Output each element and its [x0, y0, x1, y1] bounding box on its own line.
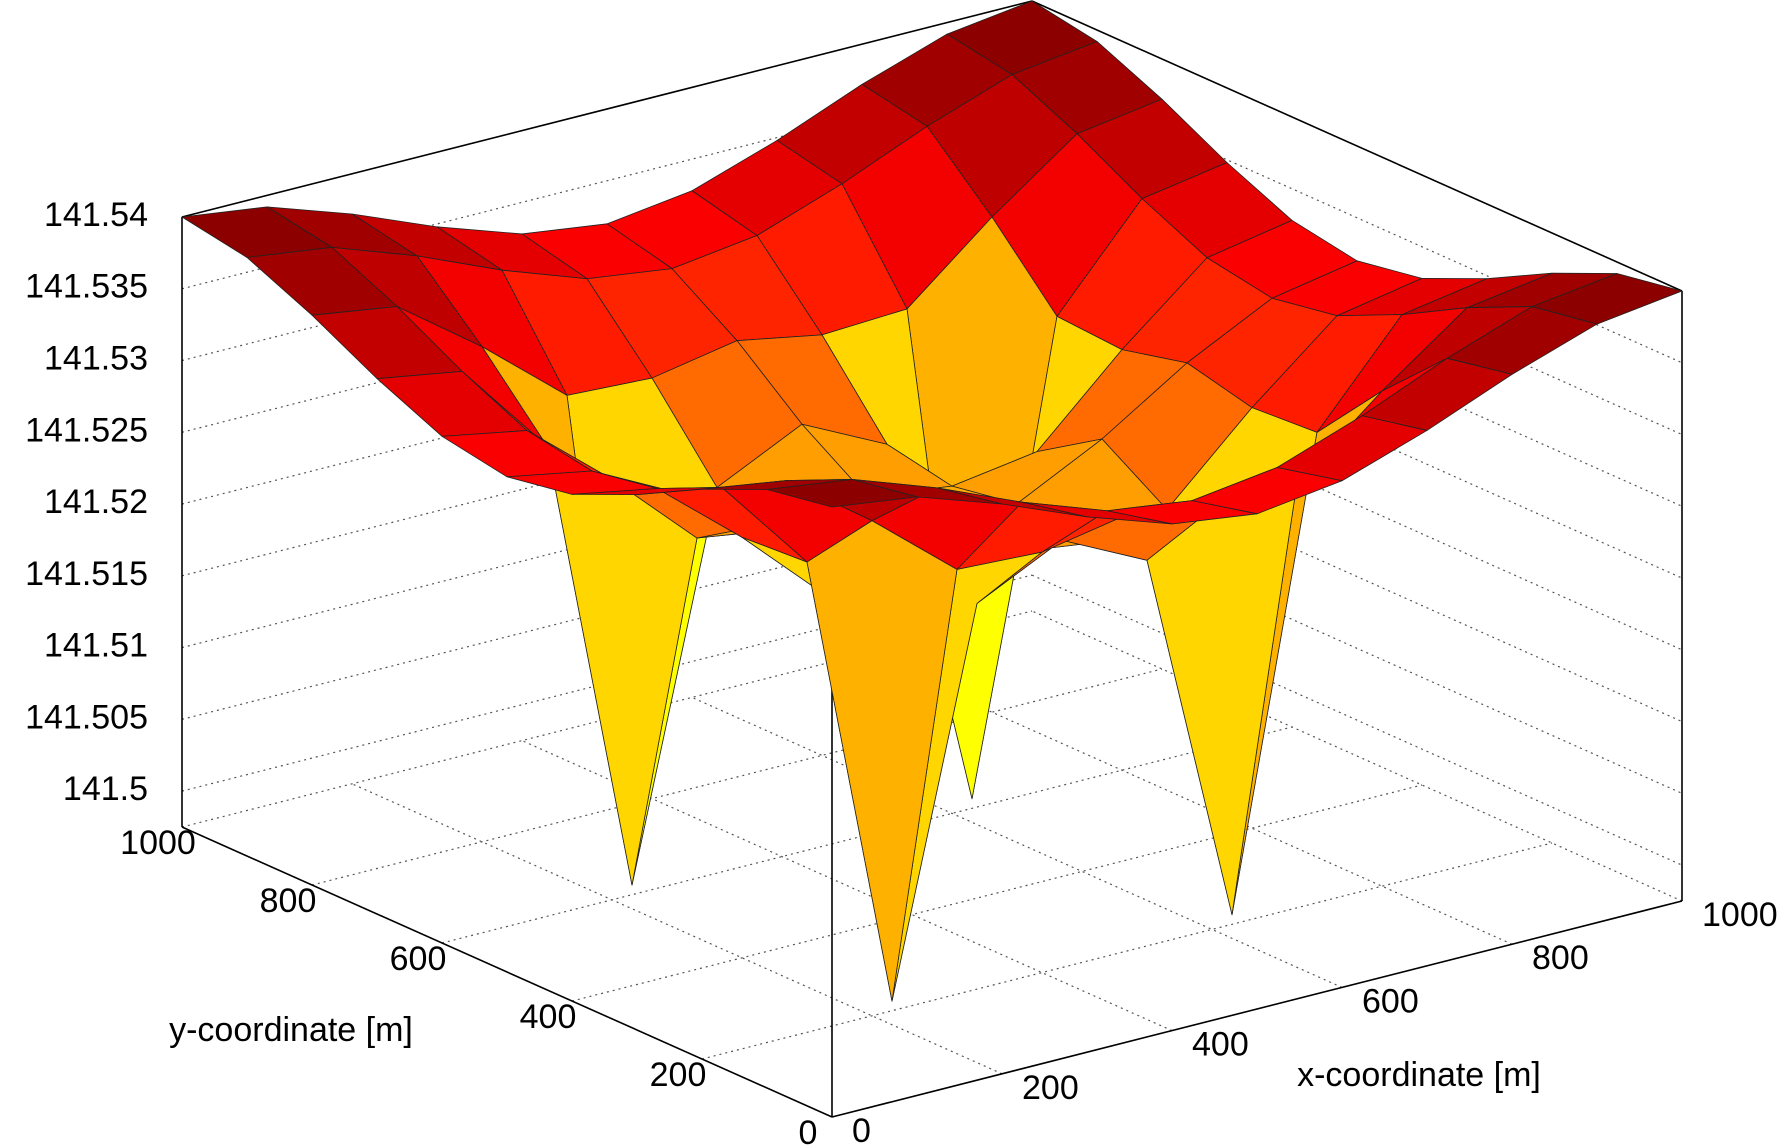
surface-cell: [1146, 482, 1298, 916]
axis-box-edge: [1031, 0, 1683, 292]
x-grid-line: [351, 783, 1003, 1075]
y-tick-label: 800: [260, 882, 317, 920]
z-grid-line: [181, 72, 1033, 290]
y-grid-line: [311, 668, 1163, 886]
surface-cell: [766, 478, 918, 508]
z-grid-line: [1031, 72, 1683, 364]
z-grid-line: [1031, 574, 1683, 866]
z-tick-label: 141.53: [44, 340, 148, 378]
z-tick-label: 141.5: [63, 770, 148, 808]
z-tick-label: 141.52: [44, 483, 148, 521]
y-tick-label: 200: [650, 1056, 707, 1094]
y-tick-label: 0: [799, 1114, 818, 1147]
y-grid-line: [701, 842, 1553, 1060]
axis-box-edge: [181, 0, 1033, 218]
x-tick-label: 600: [1362, 982, 1419, 1020]
x-grid-line: [691, 696, 1343, 988]
z-grid-line: [1031, 502, 1683, 794]
z-grid-line: [1031, 431, 1683, 723]
x-tick-label: 800: [1532, 939, 1589, 977]
z-tick-label: 141.54: [44, 196, 148, 234]
z-grid-line: [1031, 359, 1683, 651]
x-grid-line: [521, 740, 1173, 1032]
x-tick-label: 1000: [1702, 896, 1778, 934]
y-tick-label: 600: [390, 940, 447, 978]
x-tick-label: 400: [1192, 1026, 1249, 1064]
y-tick-label: 400: [520, 998, 577, 1036]
x-grid-line: [1031, 610, 1683, 902]
z-tick-label: 141.535: [25, 268, 148, 306]
z-tick-label: 141.51: [44, 627, 148, 665]
x-tick-label: 200: [1022, 1069, 1079, 1107]
z-tick-label: 141.515: [25, 555, 148, 593]
y-axis-label: y-coordinate [m]: [169, 1011, 413, 1049]
x-tick-label: 0: [852, 1112, 871, 1147]
axis-box-edge: [831, 900, 1683, 1118]
y-tick-label: 1000: [120, 824, 196, 862]
x-grid-line: [861, 653, 1513, 945]
y-grid-line: [571, 784, 1423, 1002]
z-tick-label: 141.525: [25, 411, 148, 449]
z-tick-label: 141.505: [25, 698, 148, 736]
x-axis-label: x-coordinate [m]: [1297, 1056, 1541, 1094]
axis-box-edge: [181, 826, 833, 1118]
